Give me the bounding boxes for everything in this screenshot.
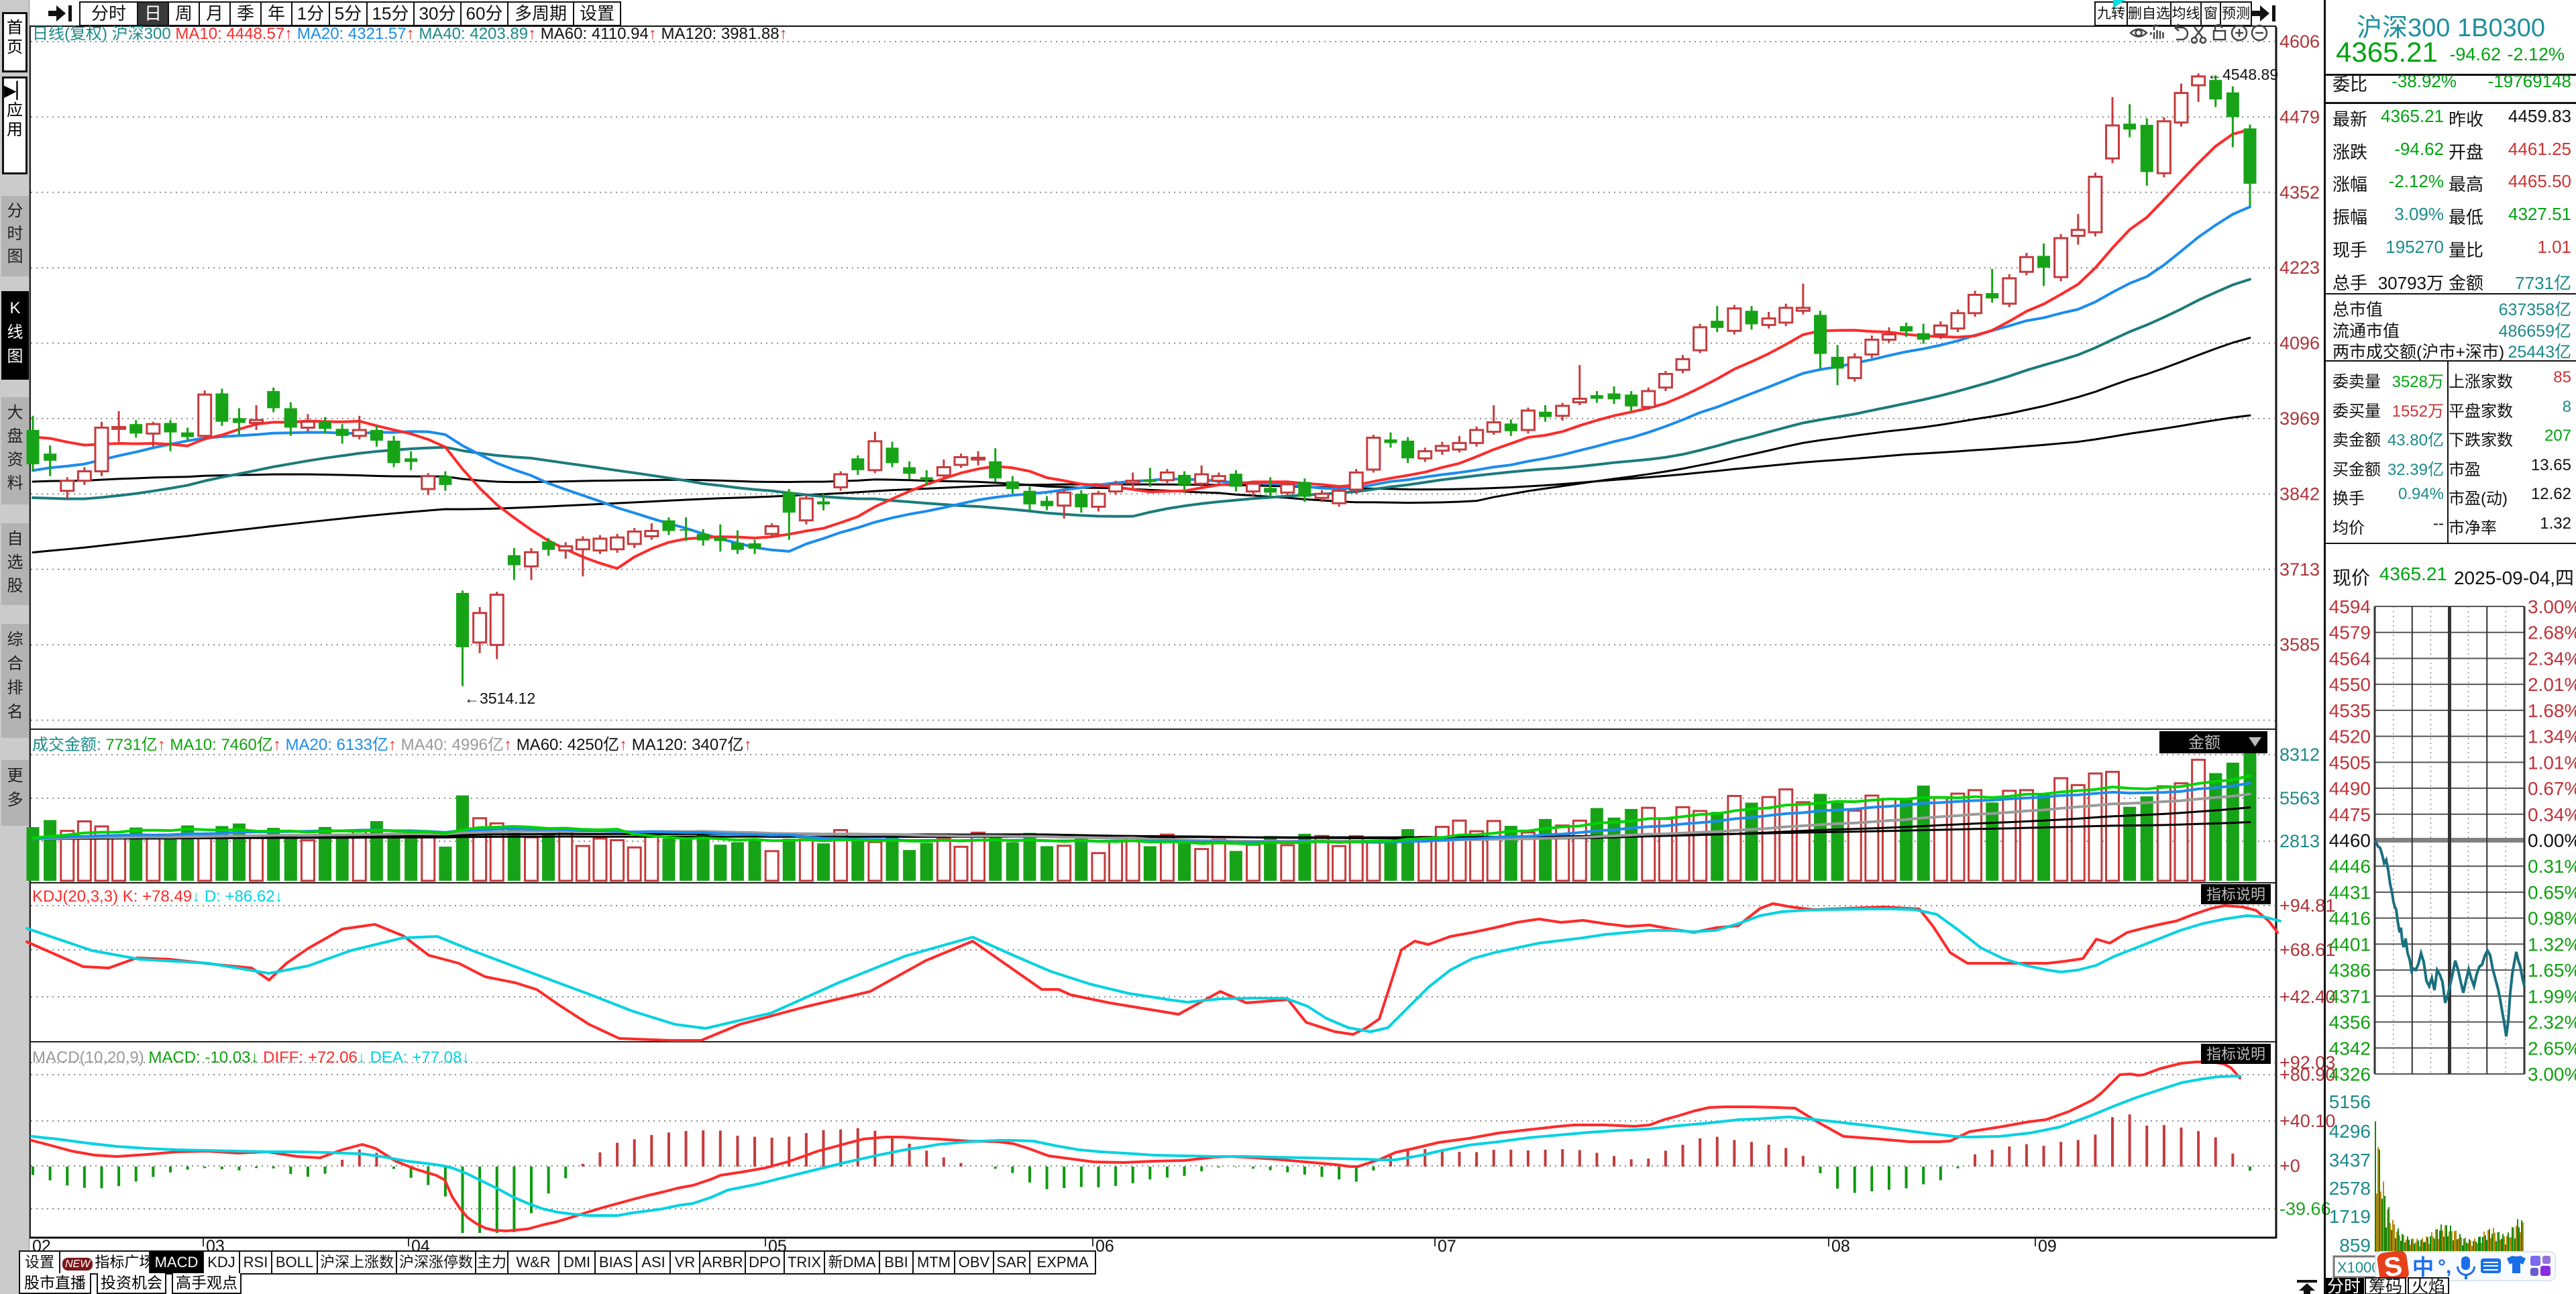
svg-text:+42.40: +42.40	[2279, 987, 2335, 1007]
svg-text:2.34%: 2.34%	[2528, 648, 2576, 669]
svg-text:4342: 4342	[2329, 1038, 2371, 1059]
svg-text:8312: 8312	[2279, 745, 2320, 765]
svg-text:1.01%: 1.01%	[2528, 752, 2576, 773]
svg-text:4352: 4352	[2279, 182, 2320, 203]
svg-text:859: 859	[2339, 1235, 2371, 1256]
svg-text:09: 09	[2038, 1237, 2057, 1256]
svg-text:0.00%: 0.00%	[2528, 830, 2576, 851]
svg-text:2578: 2578	[2329, 1178, 2371, 1199]
svg-text:4401: 4401	[2329, 934, 2371, 955]
svg-text:分时: 分时	[2327, 1277, 2361, 1294]
svg-text:+40.10: +40.10	[2279, 1111, 2335, 1131]
svg-text:2.01%: 2.01%	[2528, 674, 2576, 695]
svg-text:3437: 3437	[2329, 1150, 2371, 1171]
svg-text:2.65%: 2.65%	[2528, 1038, 2576, 1059]
svg-text:2.32%: 2.32%	[2528, 1012, 2576, 1033]
svg-text:4446: 4446	[2329, 856, 2371, 877]
svg-text:1.32%: 1.32%	[2528, 934, 2576, 955]
svg-text:1.99%: 1.99%	[2528, 986, 2576, 1007]
svg-text:4096: 4096	[2279, 333, 2320, 354]
svg-text:4386: 4386	[2329, 960, 2371, 981]
svg-text:4475: 4475	[2329, 804, 2371, 825]
svg-text:4550: 4550	[2329, 674, 2371, 695]
svg-text:5563: 5563	[2279, 788, 2320, 808]
svg-text:3.00%: 3.00%	[2528, 1064, 2576, 1085]
svg-text:0.65%: 0.65%	[2528, 882, 2576, 903]
svg-text:0.31%: 0.31%	[2528, 856, 2576, 877]
svg-text:X1000: X1000	[2337, 1259, 2380, 1276]
svg-text:4431: 4431	[2329, 882, 2371, 903]
svg-text:4490: 4490	[2329, 778, 2371, 799]
svg-text:4579: 4579	[2329, 623, 2371, 643]
svg-text:指标说明: 指标说明	[2206, 1046, 2265, 1063]
svg-text:4606: 4606	[2279, 32, 2320, 52]
svg-text:指标说明: 指标说明	[2206, 886, 2265, 903]
svg-text:5156: 5156	[2329, 1091, 2371, 1112]
svg-text:筹码: 筹码	[2369, 1277, 2402, 1294]
svg-text:4479: 4479	[2279, 107, 2320, 127]
svg-text:3713: 3713	[2279, 559, 2320, 580]
svg-text:←3514.12: ←3514.12	[464, 690, 535, 707]
svg-text:4505: 4505	[2329, 752, 2371, 773]
svg-text:1.65%: 1.65%	[2528, 960, 2576, 981]
svg-text:3.00%: 3.00%	[2528, 596, 2576, 617]
svg-text:+0: +0	[2279, 1156, 2300, 1176]
svg-text:1.68%: 1.68%	[2528, 700, 2576, 721]
svg-text:4416: 4416	[2329, 908, 2371, 929]
svg-text:4520: 4520	[2329, 726, 2371, 747]
svg-text:4326: 4326	[2329, 1064, 2371, 1085]
svg-text:2.68%: 2.68%	[2528, 623, 2576, 643]
svg-text:°,: °,	[2438, 1256, 2451, 1278]
svg-text:KDJ(20,3,3) K: +78.49↓ D: +86.: KDJ(20,3,3) K: +78.49↓ D: +86.62↓	[32, 887, 283, 906]
svg-text:火焰: 火焰	[2412, 1277, 2445, 1294]
svg-text:4371: 4371	[2329, 986, 2371, 1007]
svg-text:+94.81: +94.81	[2279, 896, 2335, 916]
svg-text:0.98%: 0.98%	[2528, 908, 2576, 929]
svg-text:金额: 金额	[2188, 734, 2220, 752]
svg-text:1.34%: 1.34%	[2528, 726, 2576, 747]
svg-text:3585: 3585	[2279, 635, 2320, 655]
svg-text:06: 06	[1095, 1237, 1114, 1256]
svg-text:4564: 4564	[2329, 648, 2371, 669]
svg-text:MACD(10,20,9) MACD: -10.03↓ DI: MACD(10,20,9) MACD: -10.03↓ DIFF: +72.06…	[32, 1048, 470, 1067]
svg-text:+92.03: +92.03	[2279, 1053, 2335, 1073]
svg-text:4296: 4296	[2329, 1121, 2371, 1142]
svg-text:4223: 4223	[2279, 258, 2320, 278]
svg-text:4356: 4356	[2329, 1012, 2371, 1033]
svg-text:2813: 2813	[2279, 831, 2320, 851]
svg-text:0.34%: 0.34%	[2528, 804, 2576, 825]
svg-text:成交金额: 7731亿↑ MA10: 7460亿↑ MA20: 成交金额: 7731亿↑ MA10: 7460亿↑ MA20: 6133亿↑ M…	[32, 736, 752, 754]
svg-text:4535: 4535	[2329, 700, 2371, 721]
svg-text:4460: 4460	[2329, 830, 2371, 851]
svg-text:+68.61: +68.61	[2279, 940, 2335, 960]
svg-text:4594: 4594	[2329, 596, 2371, 617]
svg-text:日线(复权) 沪深300 MA10: 4448.57↑ M: 日线(复权) 沪深300 MA10: 4448.57↑ MA20: 4321.5…	[32, 25, 788, 43]
svg-text:-39.66: -39.66	[2279, 1199, 2331, 1219]
svg-text:+80.90: +80.90	[2279, 1065, 2335, 1085]
svg-text:08: 08	[1831, 1237, 1850, 1256]
svg-text:←4548.89: ←4548.89	[2207, 66, 2278, 83]
svg-text:07: 07	[1438, 1237, 1456, 1256]
svg-text:中: 中	[2412, 1255, 2434, 1279]
svg-text:3969: 3969	[2279, 409, 2320, 429]
svg-text:1719: 1719	[2329, 1206, 2371, 1227]
svg-text:0.67%: 0.67%	[2528, 778, 2576, 799]
svg-text:3842: 3842	[2279, 484, 2320, 504]
